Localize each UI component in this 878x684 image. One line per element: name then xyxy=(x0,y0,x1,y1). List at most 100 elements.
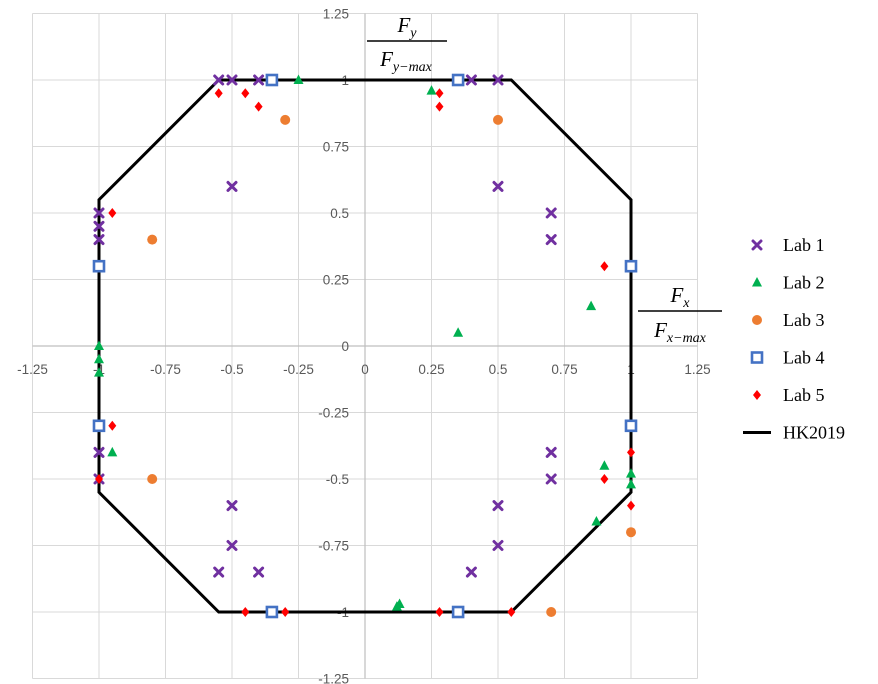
tick-labels: -1.25-1-0.75-0.5-0.2500.250.50.7511.251.… xyxy=(17,7,711,684)
lab-2-point xyxy=(626,468,636,478)
lab-2-point xyxy=(94,367,104,377)
y-tick-label: 0.5 xyxy=(330,206,349,221)
lab-1-point xyxy=(253,74,265,86)
x-tick-label: 0.5 xyxy=(489,362,508,377)
lab-3-point xyxy=(626,527,636,538)
lab-1-point xyxy=(226,74,238,86)
lab-5-point xyxy=(254,101,263,112)
lab-5-point xyxy=(627,447,635,458)
legend-label-lab-1: Lab 1 xyxy=(783,235,824,255)
lab-5-point xyxy=(241,88,250,99)
x-label-num-sub: x xyxy=(682,296,690,311)
lab-2-point xyxy=(293,74,304,84)
lab-3-point xyxy=(493,114,503,125)
legend-label-lab-2: Lab 2 xyxy=(783,273,824,293)
legend-label-lab-3: Lab 3 xyxy=(783,310,824,330)
y-label-num-sub: y xyxy=(408,26,417,41)
lab-4-point xyxy=(624,259,638,273)
x-label-den-sub: x−max xyxy=(666,331,707,346)
lab-4-point xyxy=(92,419,106,433)
lab-1-point xyxy=(213,74,225,86)
lab-2-point xyxy=(626,478,636,489)
y-label-den: F xyxy=(379,47,393,71)
svg-text:Fx: Fx xyxy=(669,283,690,311)
legend-marker-lab-2 xyxy=(752,277,762,287)
legend-label-hk2019: HK2019 xyxy=(783,423,845,443)
y-tick-label: 0.75 xyxy=(323,140,349,155)
lab-3-point xyxy=(147,234,158,245)
x-tick-label: 0 xyxy=(361,362,369,377)
y-tick-label: 0.25 xyxy=(323,273,349,288)
lab-1-point xyxy=(492,500,504,512)
lab-5-point xyxy=(627,500,635,511)
legend-marker-lab-1 xyxy=(751,239,763,251)
lab-5-point xyxy=(600,474,609,484)
lab-2-point xyxy=(453,327,464,337)
svg-text:Fy−max: Fy−max xyxy=(379,47,433,75)
legend-marker-lab-4 xyxy=(750,351,764,364)
lab-1-point xyxy=(226,500,238,512)
legend: Lab 1 Lab 2 Lab 3 Lab 4 Lab 5 HK2019 xyxy=(743,235,845,443)
lab-1-point xyxy=(253,566,265,578)
y-label-num: F xyxy=(396,13,410,37)
lab-1-point xyxy=(492,180,504,192)
lab-1-point xyxy=(545,234,557,246)
lab-5-point xyxy=(95,474,103,484)
lab-2-point xyxy=(107,446,118,457)
lab-3-point xyxy=(147,474,158,484)
svg-text:Fx−max: Fx−max xyxy=(653,318,707,346)
x-axis-label: Fx Fx−max xyxy=(638,283,722,346)
x-tick-label: -0.5 xyxy=(220,362,243,377)
lab-1-point xyxy=(465,566,477,578)
lab-1-point xyxy=(226,540,238,551)
x-tick-label: -1.25 xyxy=(17,362,48,377)
data-points xyxy=(92,73,638,619)
lab-5-point xyxy=(435,101,444,112)
lab-2-point xyxy=(426,85,437,95)
legend-marker-lab-5 xyxy=(753,390,761,400)
y-tick-label: -0.5 xyxy=(326,472,349,487)
lab-1-point xyxy=(545,207,557,219)
lab-1-point xyxy=(93,220,105,232)
lab-5-point xyxy=(214,88,223,99)
lab-2-point xyxy=(591,516,602,526)
lab-5-point xyxy=(600,261,609,272)
lab-5-point xyxy=(435,607,444,617)
lab-1-point xyxy=(492,540,504,551)
x-label-den: F xyxy=(653,318,667,342)
lab-5-point xyxy=(281,607,290,617)
lab-1-point xyxy=(93,207,105,219)
svg-text:Fy: Fy xyxy=(396,13,417,41)
lab-4-point xyxy=(451,605,465,619)
lab-1-point xyxy=(213,566,225,578)
y-tick-label: 1.25 xyxy=(323,7,349,22)
y-tick-label: -0.75 xyxy=(318,539,349,554)
x-tick-label: 1.25 xyxy=(684,362,710,377)
lab-2-point xyxy=(94,353,104,364)
x-label-num: F xyxy=(669,283,683,307)
lab-1-point xyxy=(226,180,238,192)
lab-5-point xyxy=(507,607,516,617)
lab-1-point xyxy=(465,74,477,86)
lab-4-point xyxy=(624,419,638,433)
axes xyxy=(32,13,698,679)
y-tick-label: 0 xyxy=(341,339,349,354)
lab-2-point xyxy=(391,601,402,611)
x-tick-label: -0.75 xyxy=(150,362,181,377)
lab-3-point xyxy=(280,114,291,125)
y-tick-label: -0.25 xyxy=(318,406,349,421)
lab-4-point xyxy=(265,605,279,619)
x-tick-label: 0.75 xyxy=(551,362,577,377)
y-tick-label: -1.25 xyxy=(318,672,349,684)
lab-5-point xyxy=(435,88,444,99)
lab-4-point xyxy=(265,73,279,87)
lab-1-point xyxy=(93,234,105,246)
lab-1-point xyxy=(545,473,557,485)
lab-5-point xyxy=(108,420,117,431)
lab-4-point xyxy=(451,73,465,87)
lab-2-point xyxy=(599,460,610,470)
y-axis-label: Fy Fy−max xyxy=(367,13,447,75)
lab-4-point xyxy=(92,259,106,273)
legend-label-lab-4: Lab 4 xyxy=(783,348,824,368)
lab-1-point xyxy=(93,446,105,458)
